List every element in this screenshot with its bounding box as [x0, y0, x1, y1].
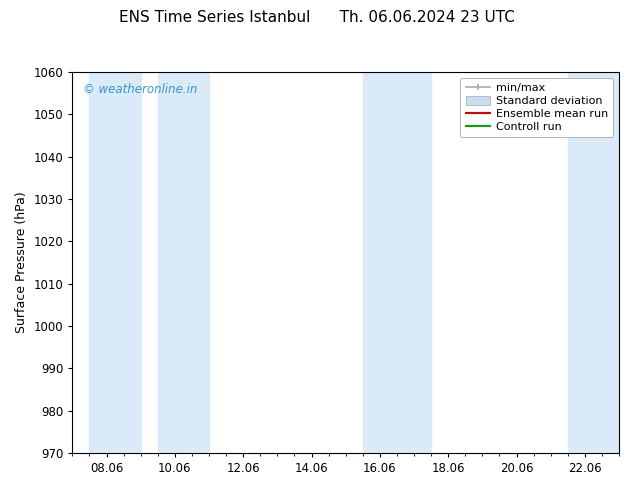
Bar: [89, 72, 141, 453]
Legend: min/max, Standard deviation, Ensemble mean run, Controll run: min/max, Standard deviation, Ensemble me…: [460, 77, 614, 138]
Bar: [568, 72, 634, 453]
Y-axis label: Surface Pressure (hPa): Surface Pressure (hPa): [15, 192, 28, 333]
Text: © weatheronline.in: © weatheronline.in: [83, 83, 198, 97]
Bar: [158, 72, 209, 453]
Bar: [363, 72, 431, 453]
Text: ENS Time Series Istanbul      Th. 06.06.2024 23 UTC: ENS Time Series Istanbul Th. 06.06.2024 …: [119, 10, 515, 25]
